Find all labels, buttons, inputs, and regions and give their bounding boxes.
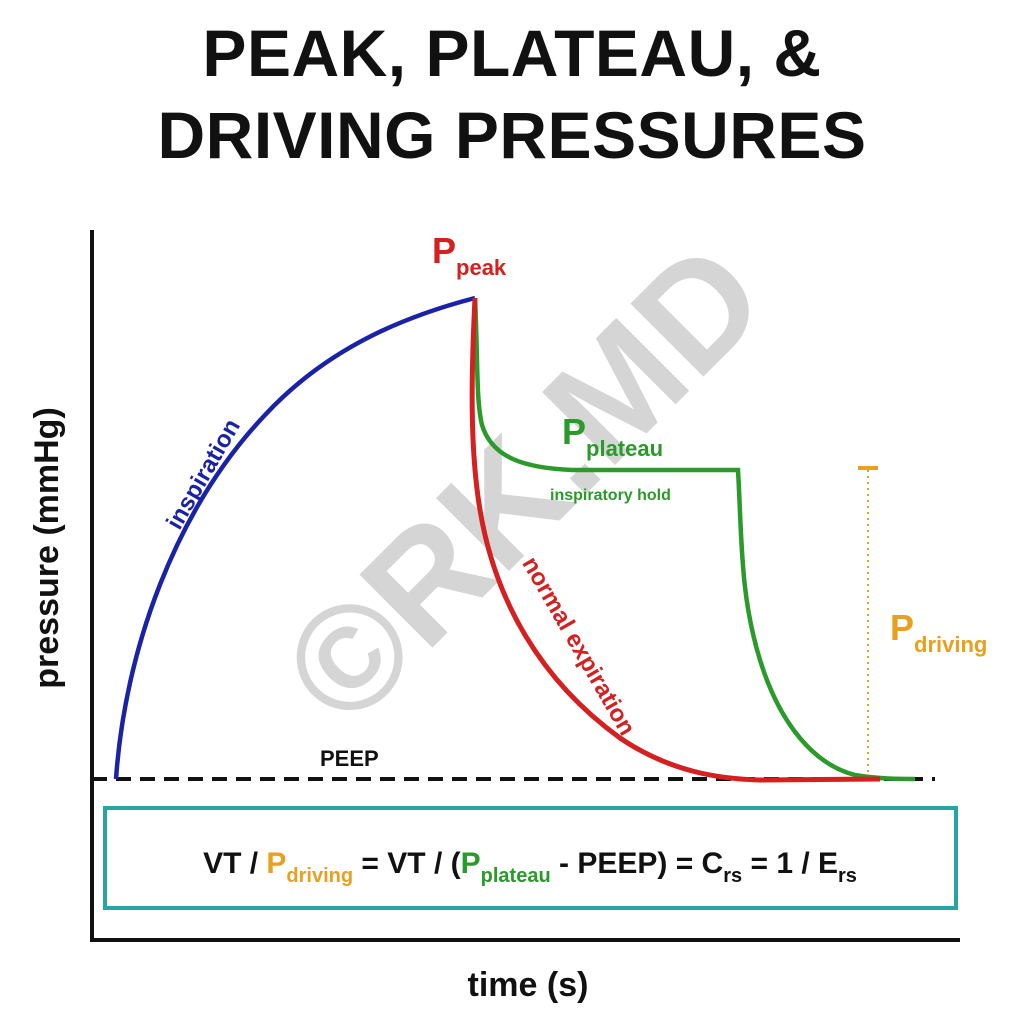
x-axis-label: time (s) (468, 966, 589, 1004)
eq-p1-sub: driving (286, 865, 353, 887)
driving-label: Pdriving (890, 607, 987, 657)
page-title: PEAK, PLATEAU, & DRIVING PRESSURES (0, 12, 1024, 176)
expiration-curve (469, 297, 881, 783)
driving-sub: driving (914, 632, 987, 657)
peak-sub: peak (456, 255, 507, 280)
inspiration-curve (113, 295, 476, 780)
svg-text:Ppeak: Ppeak (432, 230, 507, 280)
plateau-main: P (562, 411, 586, 452)
y-axis-label: pressure (mmHg) (28, 407, 66, 689)
svg-text:Pplateau: Pplateau (562, 411, 663, 461)
plateau-label: Pplateau (562, 411, 663, 461)
eq-vt1: VT / (203, 847, 266, 880)
eq-p1: P (266, 847, 286, 880)
eq-end: = 1 / E (742, 847, 838, 880)
plateau-sub: plateau (586, 436, 663, 461)
peep-label: PEEP (320, 746, 379, 771)
eq-mid: - PEEP) = C (551, 847, 724, 880)
driving-main: P (890, 607, 914, 648)
svg-text:Pdriving: Pdriving (890, 607, 987, 657)
watermark-text: ©RK.MD (251, 211, 796, 756)
eq-e-sub: rs (838, 865, 857, 887)
peak-label: Ppeak (432, 230, 507, 280)
title-line-1: PEAK, PLATEAU, & (202, 16, 822, 90)
equation-text: VT / Pdriving = VT / (Pplateau - PEEP) =… (203, 847, 857, 887)
eq-p2-sub: plateau (481, 865, 551, 887)
inspiratory-hold-label: inspiratory hold (550, 487, 671, 504)
peak-main: P (432, 230, 456, 271)
eq-p2: P (461, 847, 481, 880)
plateau-curve (472, 297, 916, 782)
inspiration-label: inspiration (161, 414, 246, 534)
title-line-2: DRIVING PRESSURES (157, 98, 867, 172)
eq-eq1: = VT / ( (353, 847, 461, 880)
eq-c-sub: rs (723, 865, 742, 887)
watermark: ©RK.MD (251, 211, 796, 756)
equation-box (103, 806, 958, 910)
expiration-label: normal expiration (516, 552, 640, 740)
